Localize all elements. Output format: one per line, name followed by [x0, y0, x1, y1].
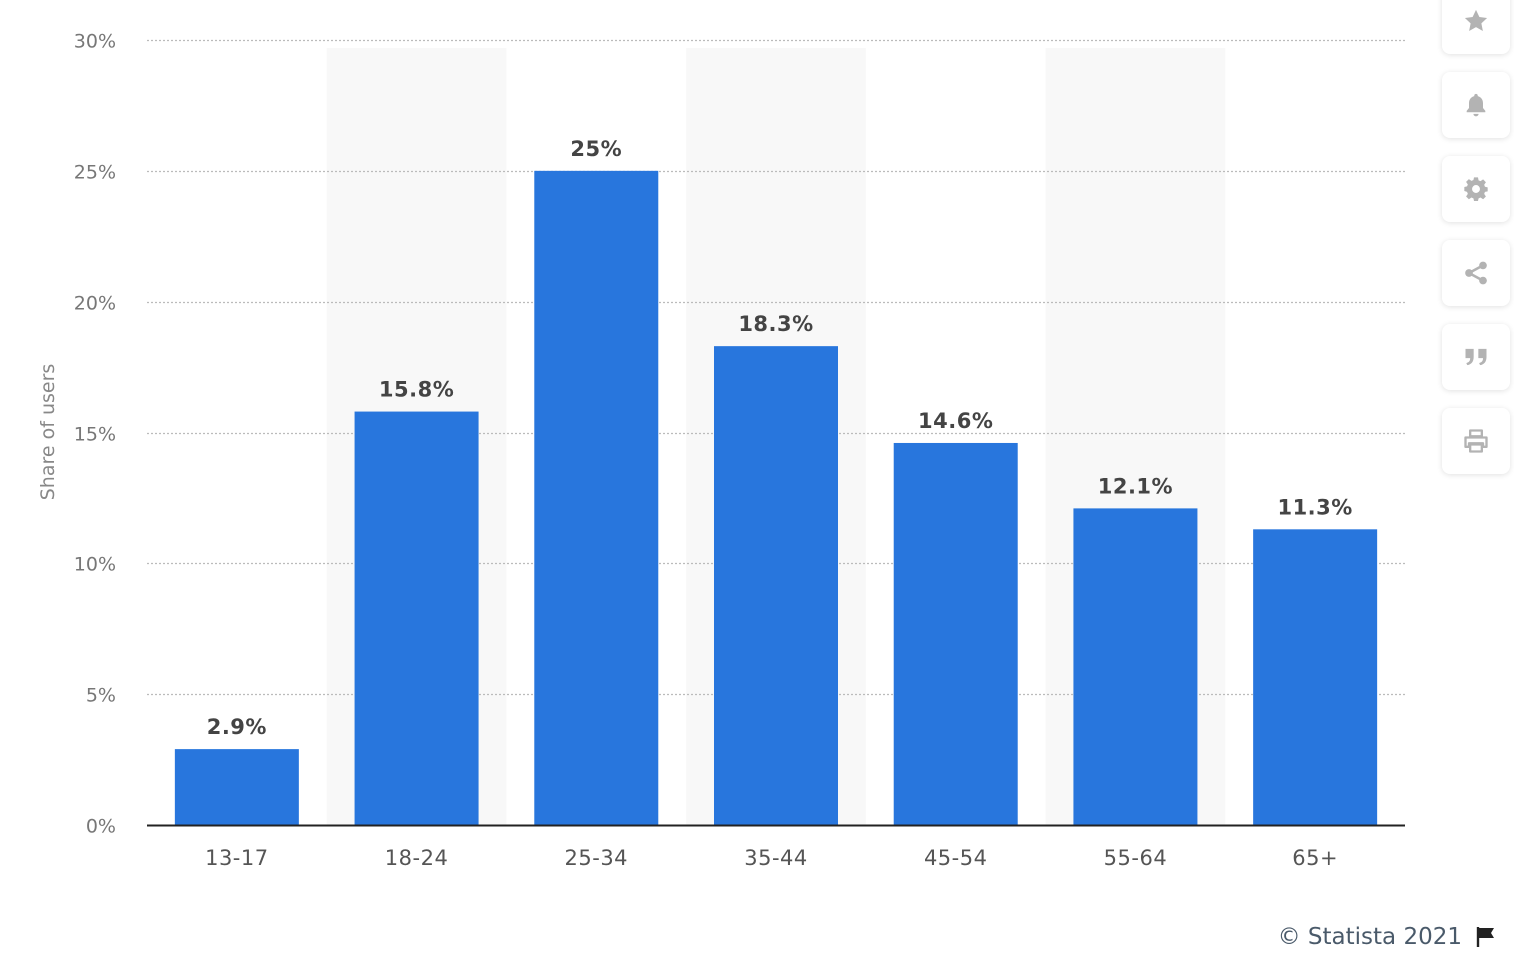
x-tick-label: 55-64: [1104, 846, 1168, 870]
bar[interactable]: [893, 442, 1018, 825]
y-axis-title: Share of users: [37, 364, 59, 501]
bar[interactable]: [1253, 529, 1378, 825]
x-axis-labels: 13-17 18-24 25-34 35-44 45-54 55-64 65+: [205, 846, 1338, 870]
y-tick-label: 20%: [74, 293, 116, 315]
flag-icon[interactable]: [1474, 925, 1498, 949]
notification-button[interactable]: [1442, 72, 1510, 138]
bar-value-label: 25%: [570, 137, 622, 161]
favorite-button[interactable]: [1442, 0, 1510, 54]
bar-value-label: 11.3%: [1277, 495, 1352, 519]
bar-chart: 0% 5% 10% 15% 20% 25% 30% 2.9% 15.8% 25% 18.3% 14.…: [37, 31, 1405, 870]
bar[interactable]: [354, 411, 479, 825]
bell-icon: [1466, 93, 1486, 117]
y-tick-label: 10%: [74, 554, 116, 576]
print-icon: [1464, 429, 1488, 453]
x-tick-label: 45-54: [924, 846, 988, 870]
credits-text[interactable]: © Statista 2021: [1277, 924, 1462, 950]
bar[interactable]: [1073, 508, 1198, 825]
y-tick-label: 5%: [86, 685, 116, 707]
bar-value-label: 2.9%: [207, 715, 267, 739]
value-labels: 2.9% 15.8% 25% 18.3% 14.6% 12.1% 11.3%: [207, 137, 1353, 739]
x-tick-label: 25-34: [565, 846, 629, 870]
bar-value-label: 18.3%: [738, 312, 813, 336]
y-tick-label: 30%: [74, 31, 116, 53]
bars: [174, 170, 1378, 826]
star-icon: [1464, 9, 1488, 32]
bar-value-label: 15.8%: [379, 378, 454, 402]
x-tick-label: 35-44: [744, 846, 808, 870]
y-tick-label: 25%: [74, 162, 116, 184]
y-axis-ticks: 0% 5% 10% 15% 20% 25% 30%: [74, 31, 116, 838]
x-tick-label: 18-24: [385, 846, 449, 870]
bar[interactable]: [534, 170, 659, 826]
bar[interactable]: [174, 749, 299, 825]
y-tick-label: 15%: [74, 424, 116, 446]
cite-button[interactable]: [1442, 324, 1510, 390]
settings-button[interactable]: [1442, 156, 1510, 222]
gear-icon: [1464, 177, 1488, 202]
share-button[interactable]: [1442, 240, 1510, 306]
credits: © Statista 2021: [1278, 924, 1498, 950]
x-tick-label: 65+: [1292, 846, 1338, 870]
share-icon: [1465, 261, 1487, 285]
quote-icon: [1465, 348, 1487, 366]
x-tick-label: 13-17: [205, 846, 269, 870]
bar-value-label: 14.6%: [918, 409, 993, 433]
y-tick-label: 0%: [86, 816, 116, 838]
print-button[interactable]: [1442, 408, 1510, 474]
bar[interactable]: [713, 346, 839, 825]
bar-value-label: 12.1%: [1098, 474, 1173, 498]
